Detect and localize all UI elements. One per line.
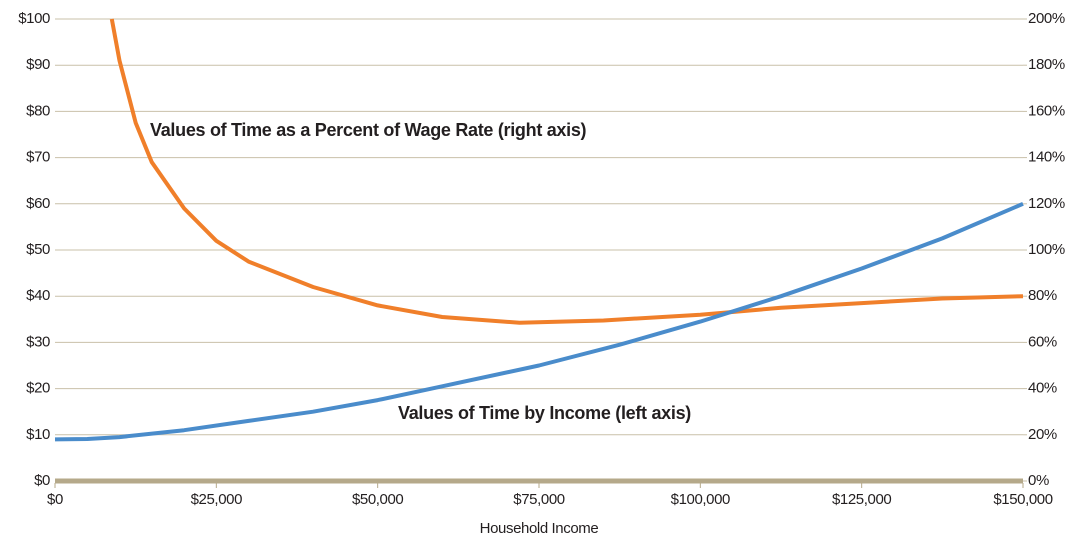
- y-tick-label: $0: [34, 472, 50, 489]
- line-series: [54, 201, 1024, 442]
- x-tick-label: $0: [47, 491, 63, 508]
- y2-tick-label: 180%: [1028, 56, 1065, 73]
- x-tick-label: $125,000: [832, 491, 891, 508]
- y-tick-label: $90: [26, 56, 50, 73]
- y-tick-label: $40: [26, 287, 50, 304]
- x-axis-title: Household Income: [480, 520, 599, 537]
- y2-tick-label: 0%: [1028, 472, 1049, 489]
- y-tick-label: $100: [18, 10, 50, 27]
- y-tick-label: $10: [26, 426, 50, 443]
- y2-tick-label: 160%: [1028, 102, 1065, 119]
- y2-tick-label: 120%: [1028, 195, 1065, 212]
- y2-tick-label: 80%: [1028, 287, 1057, 304]
- y-tick-label: $50: [26, 241, 50, 258]
- y2-tick-label: 200%: [1028, 10, 1065, 27]
- y2-tick-label: 100%: [1028, 241, 1065, 258]
- x-tick-label: $75,000: [513, 491, 564, 508]
- x-tick-label: $100,000: [671, 491, 730, 508]
- y2-tick-label: 40%: [1028, 380, 1057, 397]
- x-tick-label: $25,000: [191, 491, 242, 508]
- series-label: Values of Time by Income (left axis): [398, 403, 691, 423]
- y2-tick-label: 20%: [1028, 426, 1057, 443]
- y-tick-label: $60: [26, 195, 50, 212]
- x-tick-label: $150,000: [993, 491, 1052, 508]
- y2-tick-label: 140%: [1028, 149, 1065, 166]
- y-tick-label: $80: [26, 102, 50, 119]
- y-tick-label: $30: [26, 333, 50, 350]
- y-tick-label: $20: [26, 380, 50, 397]
- x-tick-label: $50,000: [352, 491, 403, 508]
- y2-tick-label: 60%: [1028, 333, 1057, 350]
- y-tick-label: $70: [26, 149, 50, 166]
- line-series: [109, 18, 1024, 325]
- series-label: Values of Time as a Percent of Wage Rate…: [150, 120, 587, 140]
